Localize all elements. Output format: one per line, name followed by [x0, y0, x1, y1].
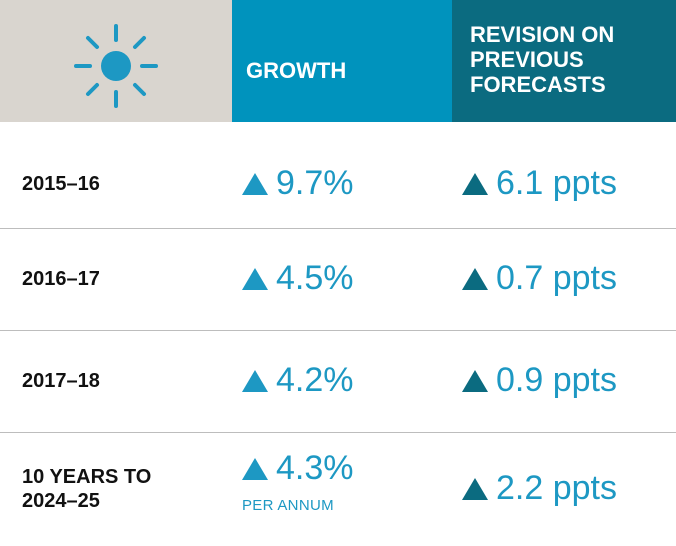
value-text: 0.9 ppts — [496, 361, 617, 399]
up-triangle — [242, 267, 268, 290]
value-text: 2.2 ppts — [496, 469, 617, 507]
growth-value: 4.3% — [242, 449, 354, 488]
header-text: GROWTH — [246, 58, 347, 83]
up-triangle — [242, 369, 268, 392]
row-separator — [0, 228, 676, 229]
growth-header: GROWTH — [232, 0, 452, 122]
revision-header: REVISION ON PREVIOUS FORECASTS — [452, 0, 676, 122]
value-text: 4.5% — [276, 259, 354, 297]
revision-value: 2.2 ppts — [462, 469, 617, 508]
revision-value: 0.9 ppts — [462, 361, 617, 400]
value-text: 4.3% — [276, 449, 354, 487]
up-triangle — [462, 477, 488, 500]
row-separator — [0, 432, 676, 433]
up-triangle — [462, 172, 488, 195]
growth-value: 9.7% — [242, 164, 354, 203]
header-text: REVISION ON PREVIOUS FORECASTS — [470, 22, 615, 97]
icon-header — [0, 0, 232, 122]
value-text: 9.7% — [276, 164, 354, 202]
growth-value: 4.5% — [242, 259, 354, 298]
revision-value: 0.7 ppts — [462, 259, 617, 298]
row-label: 2016–17 — [22, 268, 100, 290]
revision-value: 6.1 ppts — [462, 164, 617, 203]
table-row: 2016–17 4.5% 0.7 ppts — [0, 228, 676, 330]
value-text: 0.7 ppts — [496, 259, 617, 297]
value-text: 6.1 ppts — [496, 164, 617, 202]
growth-note: PER ANNUM — [242, 497, 334, 514]
row-label: 2015–16 — [22, 173, 100, 195]
up-triangle — [242, 172, 268, 195]
up-triangle — [242, 457, 268, 480]
growth-value: 4.2% — [242, 361, 354, 400]
up-triangle — [462, 369, 488, 392]
sun-icon — [74, 24, 158, 108]
up-triangle — [462, 267, 488, 290]
value-text: 4.2% — [276, 361, 354, 399]
table-row: 2015–16 9.7% 6.1 ppts — [0, 122, 676, 228]
row-separator — [0, 330, 676, 331]
row-label: 10 YEARS TO 2024–25 — [22, 466, 152, 512]
table-row: 2017–18 4.2% 0.9 ppts — [0, 330, 676, 432]
row-label: 2017–18 — [22, 370, 100, 392]
table-row: 10 YEARS TO 2024–25 4.3% PER ANNUM 2.2 ppts — [0, 432, 676, 546]
